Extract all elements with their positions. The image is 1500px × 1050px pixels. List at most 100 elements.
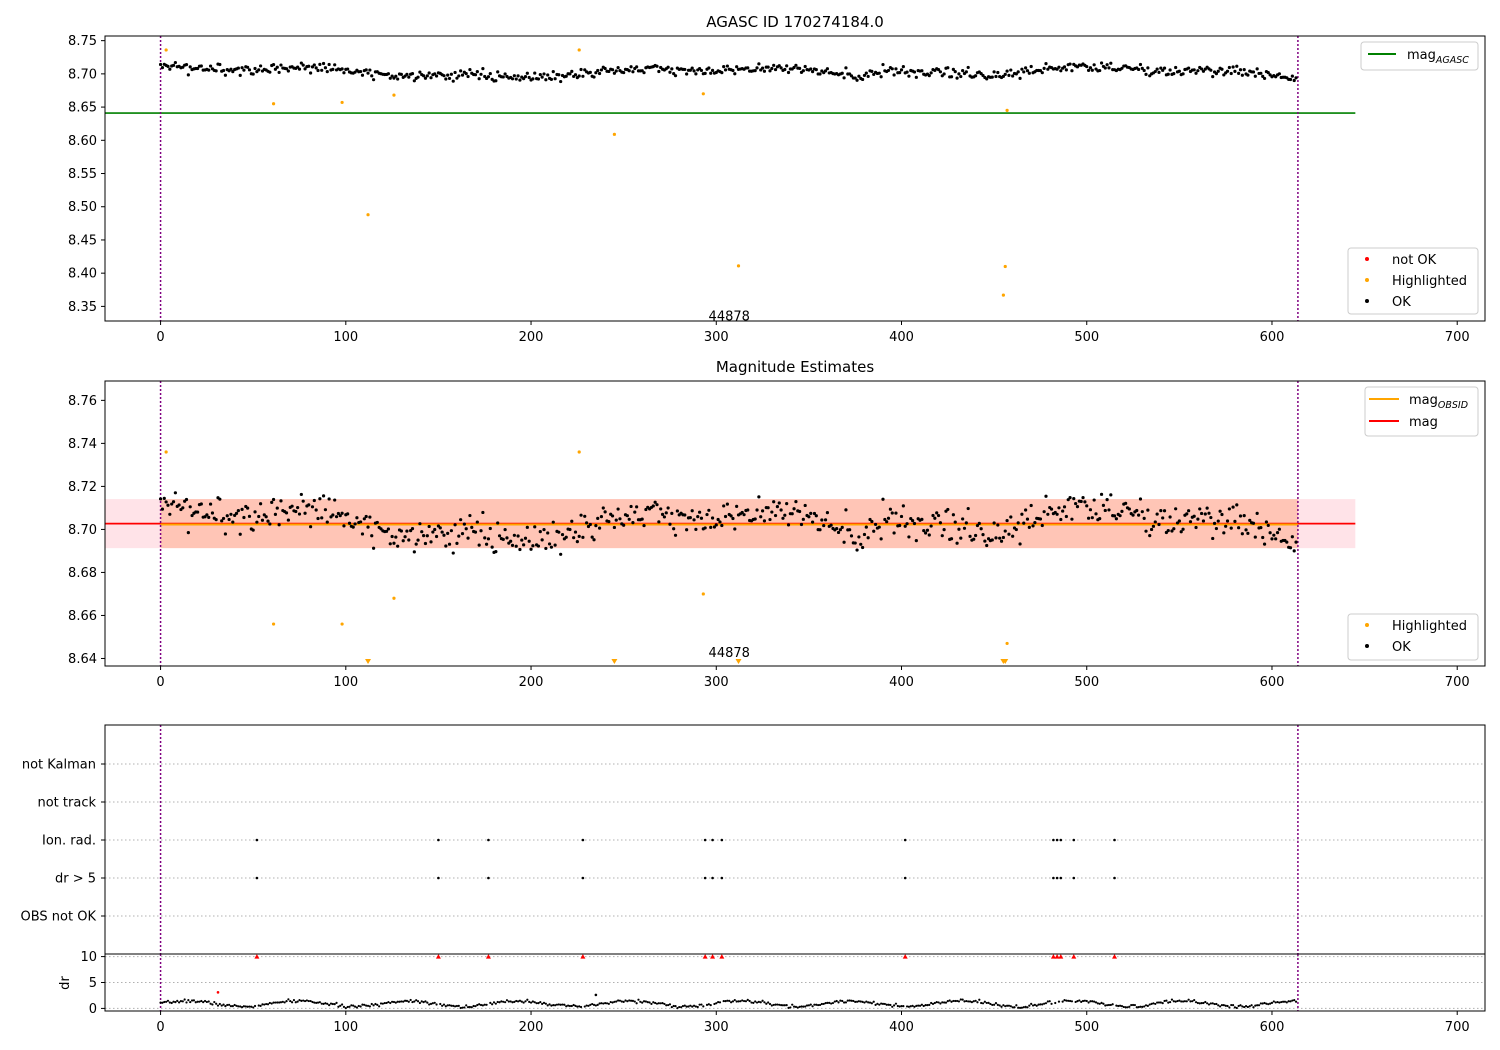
ok-point (481, 67, 485, 71)
dr-point (1111, 1003, 1114, 1006)
ok-point (614, 518, 618, 522)
dr-point (409, 998, 412, 1002)
dr-point (993, 1003, 996, 1006)
ok-point (1264, 520, 1269, 524)
dr-point (161, 1001, 164, 1004)
ok-point (266, 519, 270, 523)
ok-point (583, 514, 587, 518)
ok-point (992, 70, 996, 74)
ok-point (253, 66, 257, 71)
ok-point (1187, 66, 1191, 70)
ok-point (247, 68, 252, 72)
flag-point (711, 876, 714, 880)
dr-point (629, 999, 633, 1002)
dr-point (403, 999, 407, 1002)
ok-point (809, 511, 813, 515)
ok-point (1079, 499, 1083, 504)
dr-point (544, 1002, 547, 1005)
ok-point (840, 525, 844, 529)
dr-point (754, 1000, 757, 1003)
ok-point (1198, 507, 1202, 511)
ok-point (1235, 64, 1239, 68)
dr-point (376, 1003, 379, 1006)
ok-point (1055, 67, 1059, 71)
ok-point (635, 65, 639, 69)
dr-point (1213, 1002, 1216, 1006)
ok-point (818, 72, 822, 76)
ok-point (427, 524, 431, 529)
ok-point (1109, 493, 1113, 497)
dr-point (611, 1001, 614, 1004)
ok-point (1290, 535, 1294, 539)
ok-point (394, 535, 398, 539)
plot-area (105, 725, 1485, 954)
ok-point (312, 498, 316, 503)
y-tick-label: 0 (89, 1002, 97, 1017)
ok-point (1009, 68, 1013, 72)
ok-point (710, 516, 715, 520)
ok-point (864, 525, 868, 529)
dr-point (702, 1005, 705, 1008)
ok-point (1229, 71, 1233, 76)
ok-point (466, 74, 470, 79)
dr-point (326, 1002, 329, 1005)
ok-point (629, 504, 633, 509)
dr-point (794, 1005, 798, 1008)
ok-point (1270, 537, 1274, 541)
ok-point (251, 72, 255, 76)
dr-point (883, 1002, 886, 1006)
ok-point (455, 541, 459, 545)
dr-point (1083, 999, 1086, 1002)
x-tick-label: 200 (519, 675, 544, 690)
x-tick-label: 200 (519, 330, 544, 345)
ok-point (1166, 529, 1170, 533)
dr-point (870, 1002, 873, 1005)
dr-point (1033, 1003, 1036, 1006)
ok-point (1103, 508, 1107, 513)
x-tick-label: 100 (333, 1020, 358, 1035)
ok-point (710, 68, 715, 72)
dr-point (635, 1002, 638, 1005)
ok-point (275, 65, 279, 69)
ok-point (590, 535, 594, 539)
ok-point (1259, 71, 1263, 75)
dr-point (483, 1003, 486, 1006)
highlighted-point (1005, 108, 1009, 113)
ok-point (755, 508, 759, 512)
ok-point (579, 67, 583, 72)
dr-point (1093, 1000, 1096, 1003)
ok-point (360, 532, 365, 536)
dr-point (248, 1005, 251, 1008)
dr-point (528, 1000, 531, 1003)
ok-point (959, 74, 963, 79)
dr-point (494, 1002, 497, 1005)
ok-point (1168, 68, 1172, 72)
dr-point (468, 1005, 472, 1009)
ok-point (881, 62, 885, 67)
ok-point (770, 510, 774, 514)
ok-point (323, 508, 328, 512)
dr-point (333, 1003, 336, 1006)
ok-point (1187, 509, 1191, 513)
ok-point (1070, 517, 1074, 521)
dr-point (1026, 1006, 1029, 1009)
ok-point (651, 504, 655, 508)
ok-point (503, 72, 507, 76)
ok-point (196, 510, 200, 514)
dr-point (1094, 1001, 1098, 1004)
ok-point (781, 516, 785, 520)
ok-point (974, 533, 978, 538)
ok-point (685, 528, 689, 532)
dr-point (429, 1002, 433, 1005)
ok-point (460, 531, 465, 536)
x-tick-label: 400 (889, 675, 914, 690)
ok-point (699, 68, 704, 73)
dr-point (596, 1003, 599, 1006)
ok-point (1062, 65, 1067, 69)
dr-point (780, 1004, 783, 1007)
ok-point (968, 534, 972, 538)
highlighted-point (577, 450, 581, 454)
legend-marker (1365, 623, 1369, 627)
ok-point (601, 506, 605, 510)
ok-point (998, 536, 1002, 540)
